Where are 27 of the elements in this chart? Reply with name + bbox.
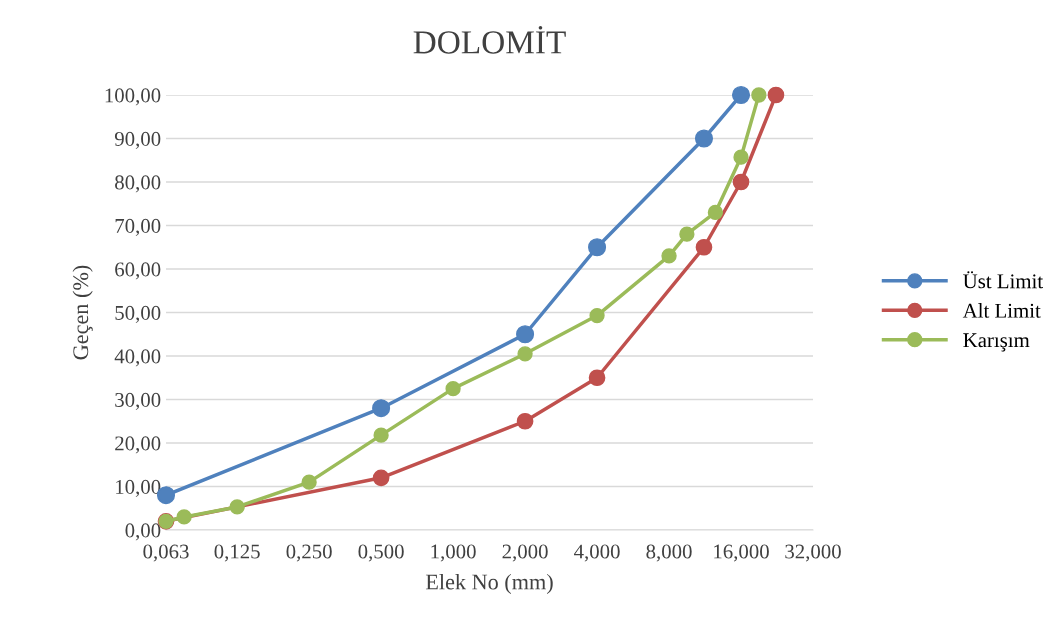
- x-tick-label: 0,250: [286, 544, 332, 562]
- y-tick-label: 40,00: [114, 349, 161, 367]
- y-tick-label: 80,00: [115, 175, 161, 193]
- y-tick-label: 100,00: [105, 88, 161, 106]
- x-tick-label: 0,500: [358, 544, 404, 562]
- x-tick-label: 2,000: [502, 544, 548, 562]
- y-tick-label: 0,00: [125, 523, 161, 541]
- y-tick-label: 30,00: [115, 392, 161, 410]
- legend-label: Karışım: [963, 333, 1030, 352]
- y-tick-label: 70,00: [115, 218, 161, 236]
- x-tick-label: 0,125: [214, 544, 260, 562]
- chart-title: DOLOMİT: [413, 25, 566, 54]
- x-tick-label: 0,063: [143, 544, 189, 562]
- x-axis-title: Elek No (mm): [425, 573, 553, 595]
- legend-label: Üst Limit: [963, 271, 1043, 289]
- y-tick-label: 20,00: [115, 436, 161, 454]
- x-tick-label: 1,000: [431, 544, 476, 562]
- x-tick-label: 32,000: [785, 544, 841, 562]
- y-tick-label: 10,00: [116, 479, 161, 497]
- x-tick-label: 8,000: [646, 544, 692, 562]
- y-tick-label: 60,00: [115, 262, 161, 280]
- legend-label: Alt Limit: [962, 303, 1041, 318]
- y-axis-title: Geçen (%): [72, 265, 93, 360]
- x-tick-label: 16,000: [714, 544, 769, 562]
- x-tick-label: 4,000: [574, 544, 620, 562]
- y-tick-label: 50,00: [115, 305, 161, 323]
- y-tick-label: 90,00: [114, 131, 161, 149]
